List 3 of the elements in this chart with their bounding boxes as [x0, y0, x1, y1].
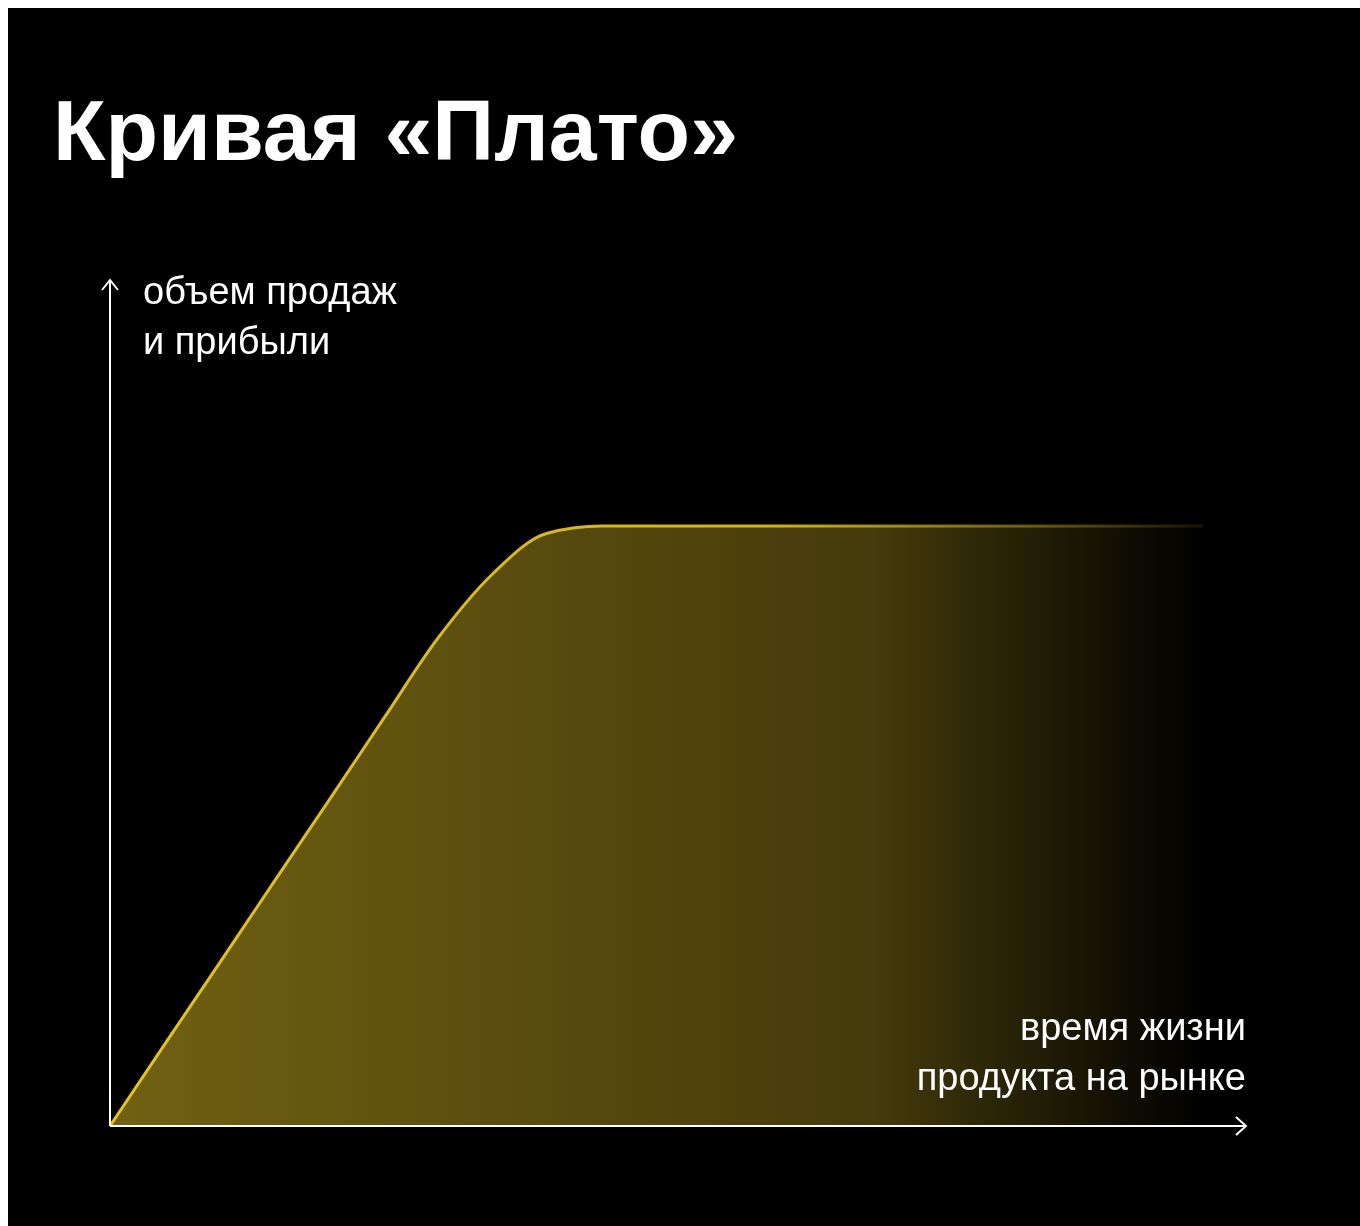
- y-axis-title: объем продаж и прибыли: [143, 270, 398, 362]
- x-axis-title: время жизни продукта на рынке: [916, 1006, 1246, 1098]
- chart-title: Кривая «Плато»: [53, 82, 738, 178]
